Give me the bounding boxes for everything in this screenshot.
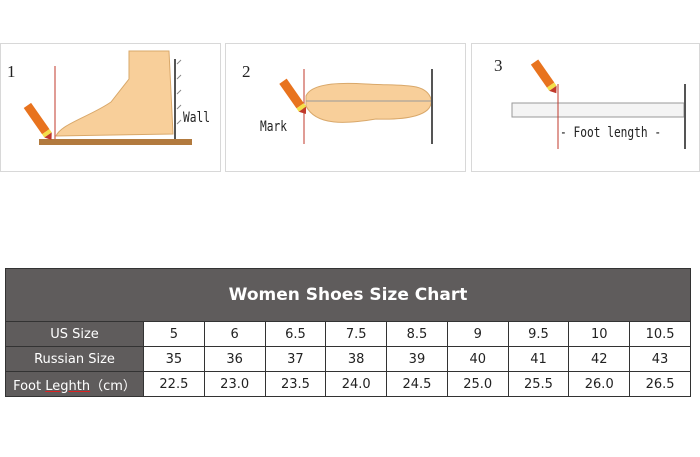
- foot-length-label: - Foot length -: [560, 125, 662, 141]
- table-row-russian-size: Russian Size 35 36 37 38 39 40 41 42 43: [5, 346, 691, 372]
- cell: 9: [446, 321, 509, 347]
- label-underlined: Leghth: [45, 378, 91, 394]
- cell: 25.0: [446, 371, 509, 397]
- cell: 9.5: [507, 321, 570, 347]
- cell: 5: [143, 321, 205, 347]
- mark-label: Mark: [260, 119, 287, 135]
- cell: 35: [143, 346, 205, 372]
- step-2-panel: 2 Mark: [225, 43, 466, 172]
- cell: 37: [264, 346, 327, 372]
- cell: 6.5: [264, 321, 327, 347]
- cell: 26.0: [568, 371, 631, 397]
- label-prefix: Foot: [13, 378, 46, 394]
- wall-label: Wall: [183, 110, 210, 126]
- size-chart-title: Women Shoes Size Chart: [5, 268, 691, 322]
- cell: 43: [629, 346, 691, 372]
- foot-top-view-illustration: [279, 69, 433, 144]
- table-row-foot-length: Foot Leghth（cm） 22.5 23.0 23.5 24.0 24.5…: [5, 371, 691, 397]
- cell: 23.0: [203, 371, 266, 397]
- cell: 38: [325, 346, 388, 372]
- cell: 10: [568, 321, 631, 347]
- cell: 36: [203, 346, 266, 372]
- foot-against-wall-illustration: [23, 50, 192, 145]
- table-row-us-size: US Size 5 6 6.5 7.5 8.5 9 9.5 10 10.5: [5, 321, 691, 347]
- cell: 25.5: [507, 371, 570, 397]
- cell: 6: [203, 321, 266, 347]
- cell: 24.0: [325, 371, 388, 397]
- cell: 41: [507, 346, 570, 372]
- cell: 7.5: [325, 321, 388, 347]
- cell: 26.5: [629, 371, 691, 397]
- row-header: Russian Size: [5, 346, 144, 372]
- cell: 24.5: [386, 371, 448, 397]
- cell: 39: [386, 346, 448, 372]
- cell: 40: [446, 346, 509, 372]
- ruler-measurement-illustration: [511, 59, 686, 149]
- step-number: 3: [494, 56, 503, 75]
- cell: 42: [568, 346, 631, 372]
- step-number: 2: [242, 62, 251, 81]
- cell: 8.5: [386, 321, 448, 347]
- step-1-panel: 1 Wall: [0, 43, 221, 172]
- step-3-panel: 3 - Foot length -: [471, 43, 700, 172]
- size-chart-table: Women Shoes Size Chart US Size 5 6 6.5 7…: [5, 268, 691, 397]
- row-header: Foot Leghth（cm）: [5, 371, 144, 397]
- cell: 23.5: [264, 371, 327, 397]
- label-suffix: （cm）: [90, 378, 136, 394]
- step-number: 1: [7, 62, 16, 81]
- row-header: US Size: [5, 321, 144, 347]
- cell: 22.5: [143, 371, 205, 397]
- cell: 10.5: [629, 321, 691, 347]
